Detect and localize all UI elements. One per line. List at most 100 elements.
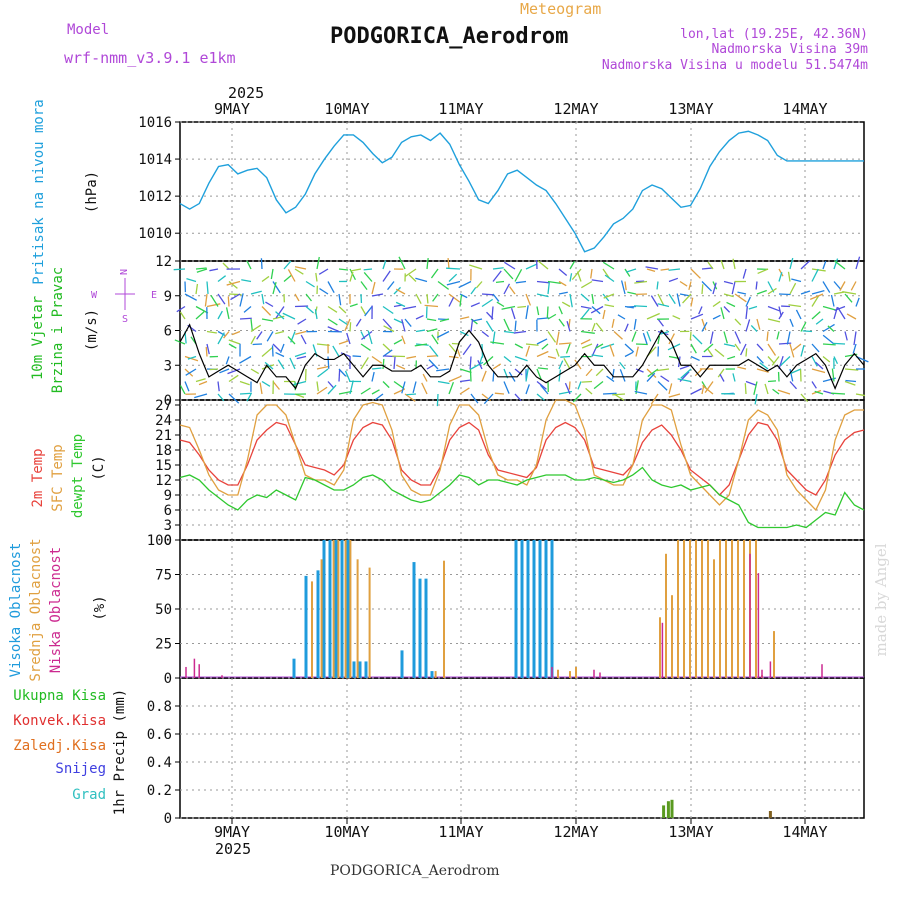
wind-arrow	[448, 296, 455, 307]
wind-arrow	[363, 268, 373, 271]
wind-arrow	[690, 355, 700, 362]
temperature-y-tick-label: 21	[155, 428, 172, 444]
wind-arrow	[646, 268, 656, 273]
precip-label-total: Ukupna Kisa	[13, 688, 106, 704]
low-cloud-bar	[185, 666, 187, 678]
wind-y-tick-label: 9	[164, 289, 172, 305]
wind-arrow	[633, 318, 637, 330]
wind-arrow	[448, 273, 458, 282]
wind-arrow	[395, 288, 406, 295]
wind-arrow	[547, 313, 557, 320]
wind-arrow	[753, 381, 758, 395]
high-cloud-bar	[400, 650, 404, 678]
temperature-frame	[179, 399, 865, 541]
wind-arrow	[547, 280, 561, 285]
compass-rose: N S W E	[91, 269, 157, 325]
wind-arrow	[609, 344, 615, 357]
mid-cloud-bar	[434, 671, 437, 678]
wind-arrow	[635, 368, 644, 373]
wind-arrow	[486, 311, 494, 320]
wind-arrow	[459, 379, 471, 383]
mid-cloud-bar	[356, 559, 359, 678]
wind-arrow	[822, 334, 835, 345]
wind-arrow	[206, 281, 209, 294]
wind-arrow	[811, 268, 826, 272]
top-tick-label: 14MAY	[782, 100, 827, 118]
wind-arrow	[590, 268, 593, 279]
high-cloud-bar	[424, 578, 428, 678]
bottom-tick-label: 9MAY	[214, 823, 250, 841]
wind-arrow	[547, 282, 550, 295]
wind-arrow	[344, 370, 351, 382]
wind-arrow	[222, 262, 230, 270]
wind-arrow	[833, 281, 842, 290]
wind-arrow	[439, 318, 450, 323]
wind-arrow	[371, 389, 380, 395]
wind-arrow	[374, 393, 384, 401]
precip-label-conv: Konvek.Kisa	[13, 713, 106, 729]
wind-arrow	[422, 373, 428, 382]
wind-arrow	[778, 355, 784, 370]
wind-arrow	[789, 381, 798, 390]
wind-arrow	[547, 355, 557, 360]
wind-arrow	[295, 330, 307, 335]
precipitation-y-tick-label: 0.8	[147, 699, 172, 715]
wind-arrow	[459, 330, 469, 337]
wind-arrow	[558, 306, 563, 315]
wind-arrow	[624, 343, 635, 353]
pressure-y-tick-label: 1014	[138, 152, 172, 168]
high-cloud-bar	[550, 540, 554, 678]
wind-arrow	[327, 281, 335, 294]
wind-arrow	[250, 368, 260, 375]
wind-arrow	[571, 268, 582, 281]
wind-arrow	[568, 381, 571, 390]
bottom-tick-label: 11MAY	[438, 823, 483, 841]
mid-cloud-bar	[689, 540, 691, 678]
wind-arrow	[300, 334, 307, 345]
wind-arrow	[555, 331, 560, 346]
wind-arrow	[844, 380, 856, 386]
wind-arrow	[227, 296, 230, 307]
wind-arrow	[619, 361, 626, 370]
mid-cloud-bar	[575, 666, 577, 678]
wind-arrow	[398, 256, 406, 270]
wind-arrow	[734, 318, 742, 326]
wind-arrow	[294, 268, 304, 275]
wind-arrow	[635, 343, 648, 346]
wind-arrow	[296, 355, 307, 360]
wind-arrow	[822, 323, 835, 333]
wind-arrow	[564, 382, 571, 395]
wind-arrow	[834, 260, 846, 270]
wind-arrow	[210, 294, 219, 307]
high-cloud-bar	[322, 540, 326, 678]
bottom-tick-label: 12MAY	[553, 823, 598, 841]
wind-arrow	[830, 392, 846, 395]
wind-arrow	[572, 393, 582, 403]
wind-arrow	[382, 358, 385, 370]
wind-arrow	[679, 280, 688, 287]
wind-arrow	[837, 306, 846, 320]
wind-arrow	[723, 331, 728, 344]
wind-arrow	[701, 321, 708, 332]
wind-arrow	[830, 294, 835, 307]
high-cloud-bar	[514, 540, 518, 678]
wind-arrow	[585, 368, 593, 377]
wind-arrow	[756, 289, 767, 295]
wind-arrow	[694, 368, 703, 377]
wind-arrow	[595, 343, 604, 349]
high-cloud-bar	[352, 661, 356, 678]
wind-arrow	[839, 281, 846, 291]
precip-label-snow: Snijeg	[55, 761, 106, 777]
wind-arrow	[462, 343, 472, 356]
wind-arrow	[503, 261, 516, 270]
wind-arrow	[580, 305, 592, 310]
wind-title-1: 10m Vjetar	[30, 296, 46, 380]
wind-arrow	[272, 281, 281, 294]
wind-arrow	[349, 303, 358, 308]
wind-arrow	[712, 300, 721, 308]
precip-bar	[666, 801, 670, 818]
wind-arrow	[503, 381, 510, 394]
wind-arrow	[778, 293, 791, 296]
wind-arrow	[591, 279, 604, 283]
temp-label-2m: 2m Temp	[30, 448, 46, 507]
